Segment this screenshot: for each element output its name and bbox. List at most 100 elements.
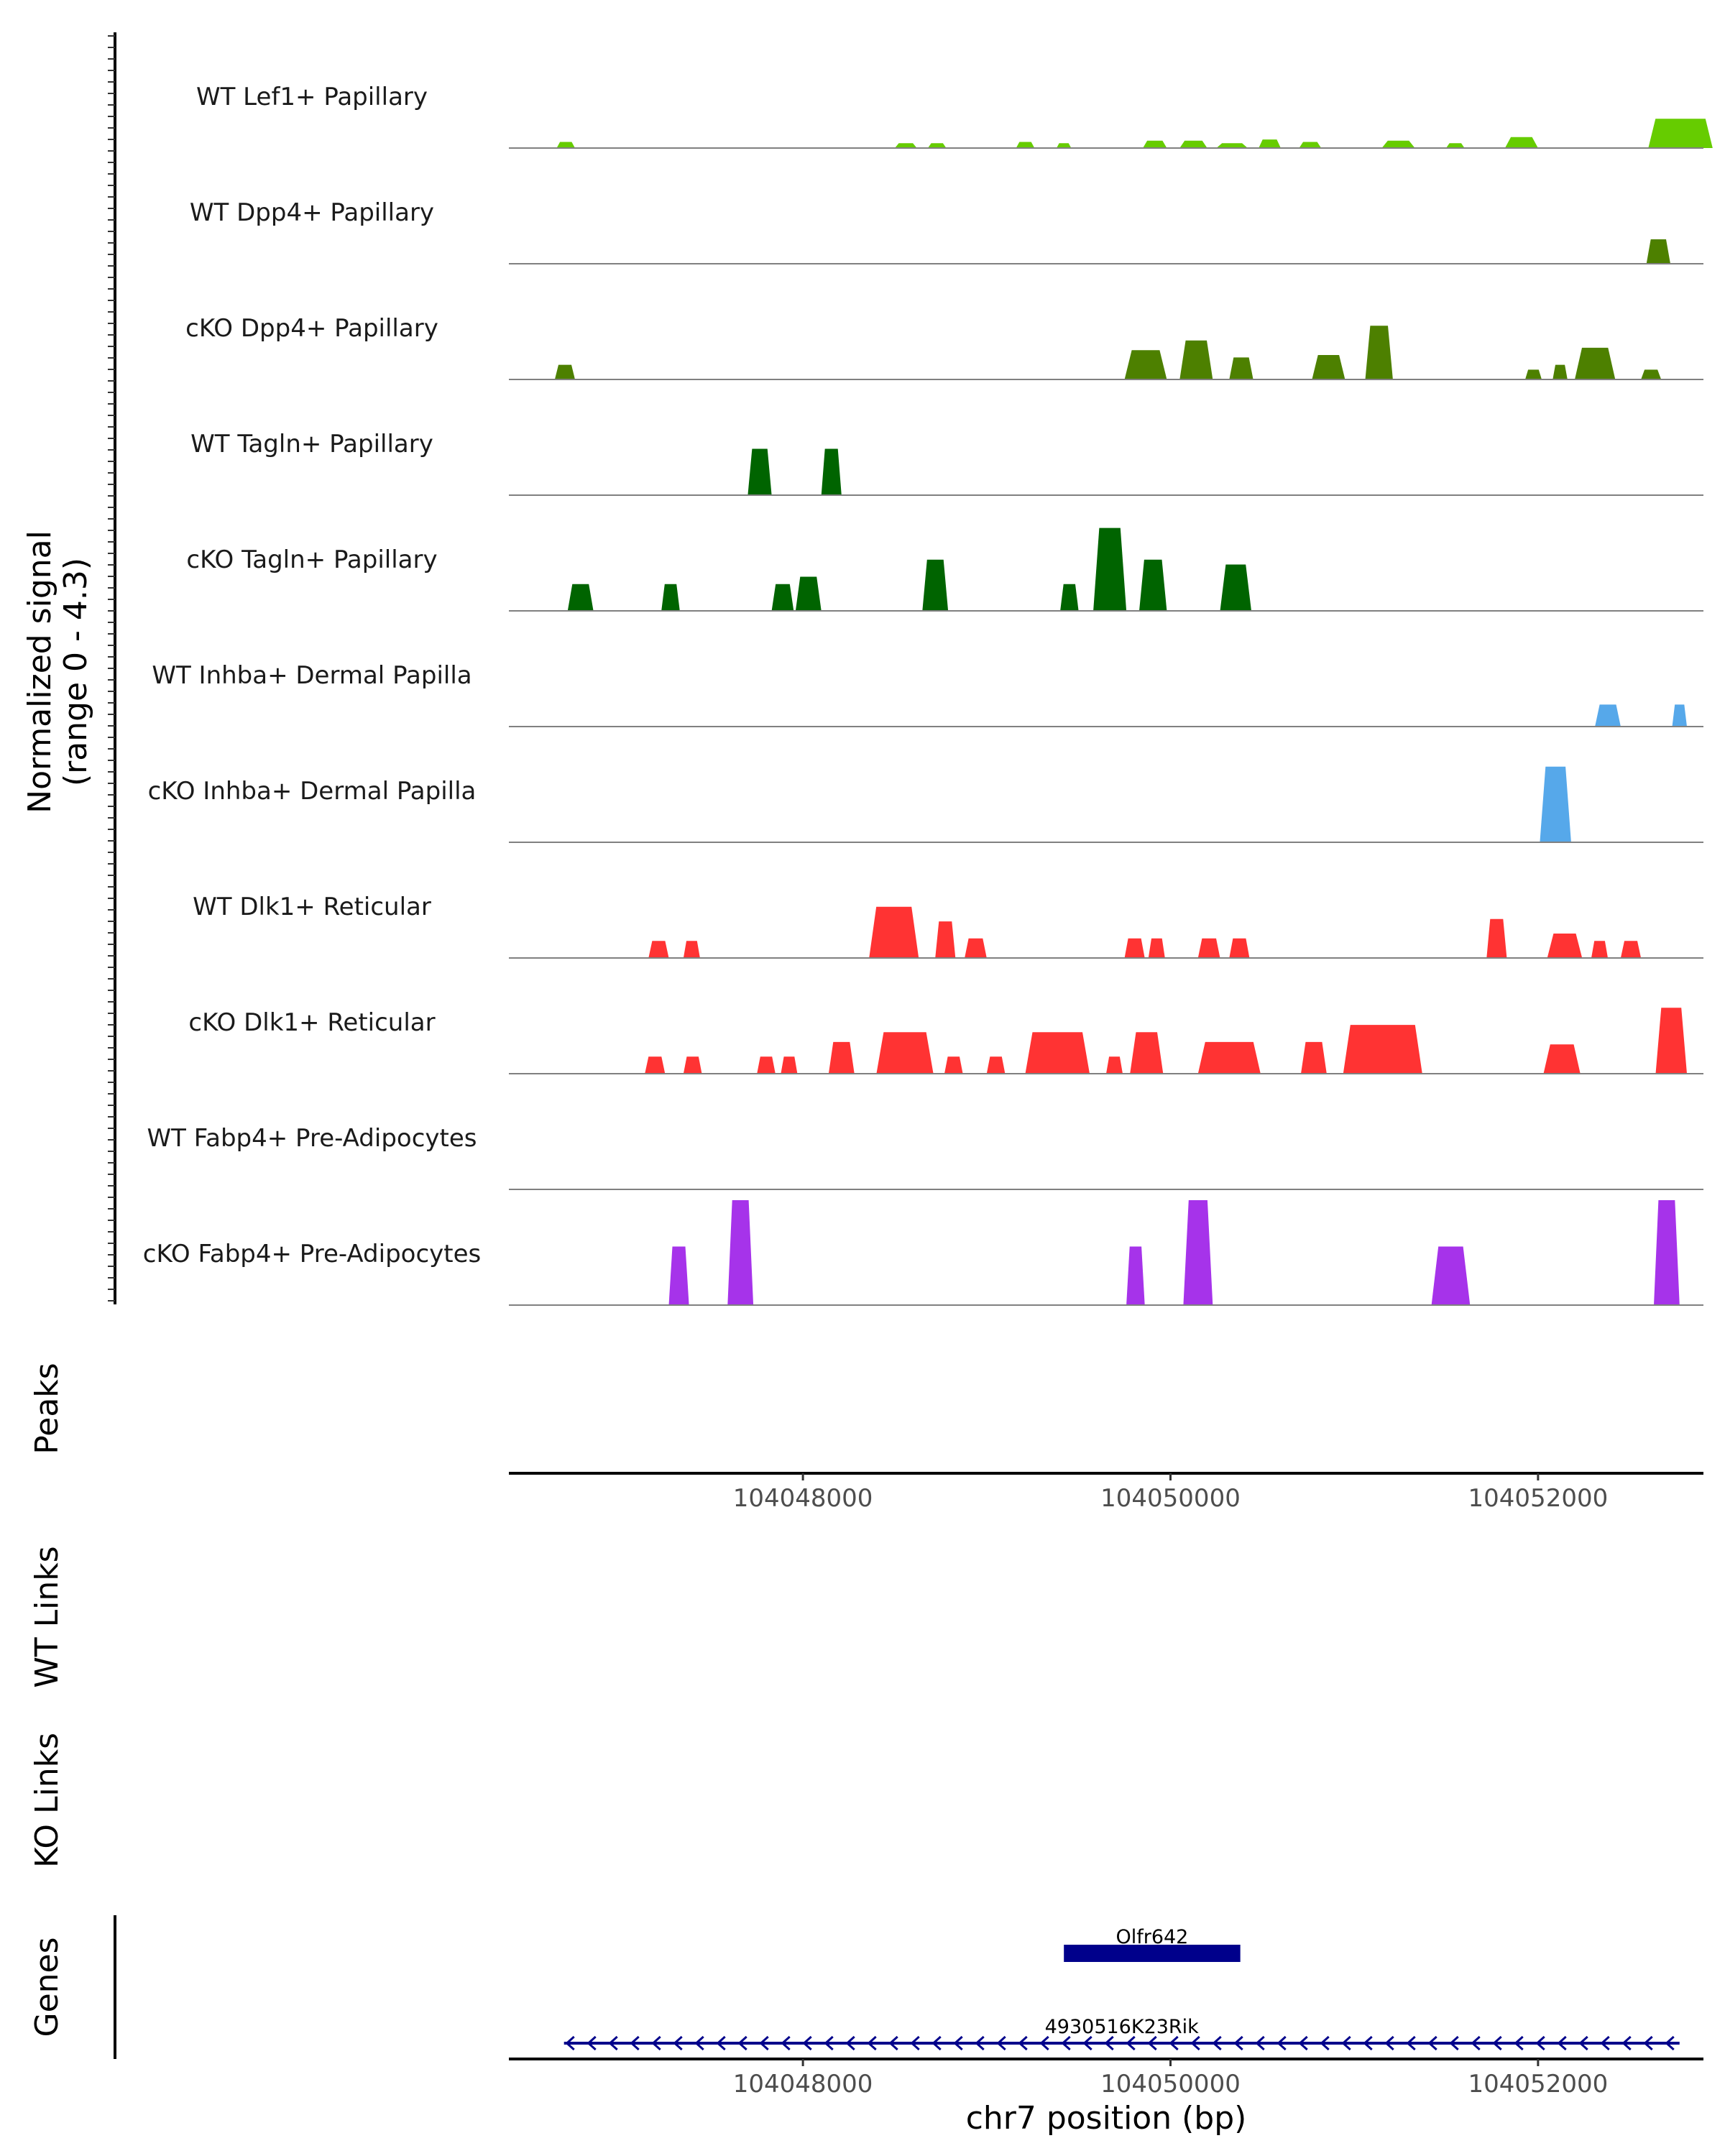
strand-arrow [1384,2035,1394,2051]
coverage-peak [1220,564,1251,611]
track-8: cKO Dlk1+ Reticular [188,1008,1703,1074]
coverage-peak [1646,239,1670,264]
coverage-peak [1124,350,1167,379]
coverage-peak [1139,559,1167,611]
strand-arrow [1276,2035,1287,2051]
strand-arrow [1104,2035,1114,2051]
track-2: cKO Dpp4+ Papillary [185,314,1703,380]
coverage-peak [795,576,822,611]
strand-arrow [716,2035,726,2051]
coverage-y-ticks [108,35,115,1302]
coverage-peak [1525,369,1542,379]
y-axis-title: Normalized signal (range 0 - 4.3) [22,530,94,814]
strand-arrow [1018,2035,1028,2051]
coverage-peak [922,559,949,611]
coverage-peak [1130,1032,1164,1074]
coverage-peak [1620,941,1642,958]
coverage-peak [1654,1200,1680,1305]
coverage-peak [1343,1025,1422,1074]
coverage-peak [668,1246,689,1305]
strand-arrow [1535,2035,1545,2051]
strand-arrow [1298,2035,1308,2051]
coverage-peak [567,584,594,611]
track-7: WT Dlk1+ Reticular [193,893,1703,959]
x-tick-label: 104052000 [1468,1484,1609,1513]
coverage-peak [648,941,669,958]
strand-arrow [1578,2035,1588,2051]
coverage-peak [554,364,575,379]
coverage-peak [965,938,987,958]
strand-arrow [1471,2035,1481,2051]
wt-links-panel-title: WT Links [29,1546,65,1687]
strand-arrow [824,2035,834,2051]
strand-arrow [888,2035,898,2051]
coverage-peak [1057,143,1072,148]
strand-arrow [1643,2035,1653,2051]
peaks-x-axis-ticks: 104048000 104050000 104052000 [733,1473,1608,1513]
strand-arrow [1082,2035,1092,2051]
coverage-peak [1229,938,1250,958]
coverage-peak [1486,918,1507,958]
track-label: cKO Tagln+ Papillary [186,545,437,574]
track-label: cKO Dpp4+ Papillary [185,314,438,343]
strand-arrow [1212,2035,1222,2051]
x-tick-label: 104050000 [1100,2070,1241,2099]
coverage-peak [821,448,842,495]
coverage-peak [895,143,917,148]
genes-panel-title: Genes [29,1937,65,2037]
ko-links-panel-title: KO Links [29,1733,65,1868]
coverage-peak [757,1056,776,1074]
peaks-panel-title: Peaks [29,1363,65,1454]
coverage-peak [1197,1041,1261,1074]
track-0: WT Lef1+ Papillary [196,83,1713,149]
gene-label: Olfr642 [1116,1926,1188,1948]
track-label: cKO Inhba+ Dermal Papilla [148,777,477,806]
coverage-peak [781,1056,798,1074]
coverage-peak [1540,766,1571,842]
coverage-peak [1575,347,1616,379]
coverage-peak [1312,355,1346,379]
coverage-peak [1547,934,1583,958]
coverage-peak [1179,340,1213,379]
strand-arrow [651,2035,661,2051]
coverage-peak [1183,1200,1213,1305]
gene-Olfr642: Olfr642 [1064,1926,1241,1962]
strand-arrow [565,2035,575,2051]
strand-arrow [1147,2035,1157,2051]
coverage-peak [1655,1008,1687,1074]
strand-arrow [867,2035,877,2051]
strand-arrow [759,2035,769,2051]
strand-arrow [1600,2035,1610,2051]
coverage-peak [1016,142,1035,148]
track-3: WT Tagln+ Papillary [190,430,1703,496]
coverage-peak [1060,584,1079,611]
strand-arrow [1169,2035,1179,2051]
coverage-peak [986,1056,1006,1074]
strand-arrow [1665,2035,1675,2051]
gene-exon [1064,1945,1241,1962]
coverage-peak [1595,704,1621,727]
strand-arrow [1233,2035,1243,2051]
strand-arrow [1514,2035,1524,2051]
coverage-peak [1093,528,1127,611]
coverage-peak [683,1056,702,1074]
coverage-peak [1299,142,1322,148]
x-tick-label: 104048000 [733,2070,873,2099]
coverage-peak [1543,1044,1581,1074]
strand-arrow [1190,2035,1200,2051]
strand-arrow [694,2035,704,2051]
coverage-peak [1216,143,1248,148]
y-axis-title-line2: (range 0 - 4.3) [58,558,94,786]
strand-arrow [932,2035,942,2051]
coverage-peak [661,584,680,611]
coverage-peak [1148,938,1165,958]
x-tick-label: 104052000 [1468,2070,1609,2099]
strand-arrow [845,2035,855,2051]
coverage-peak [1641,369,1662,379]
track-4: cKO Tagln+ Papillary [186,528,1703,612]
coverage-peak [935,921,956,958]
genes-x-axis-ticks: 104048000 104050000 104052000 [733,2059,1608,2099]
track-6: cKO Inhba+ Dermal Papilla [148,766,1703,843]
strand-arrow [975,2035,985,2051]
